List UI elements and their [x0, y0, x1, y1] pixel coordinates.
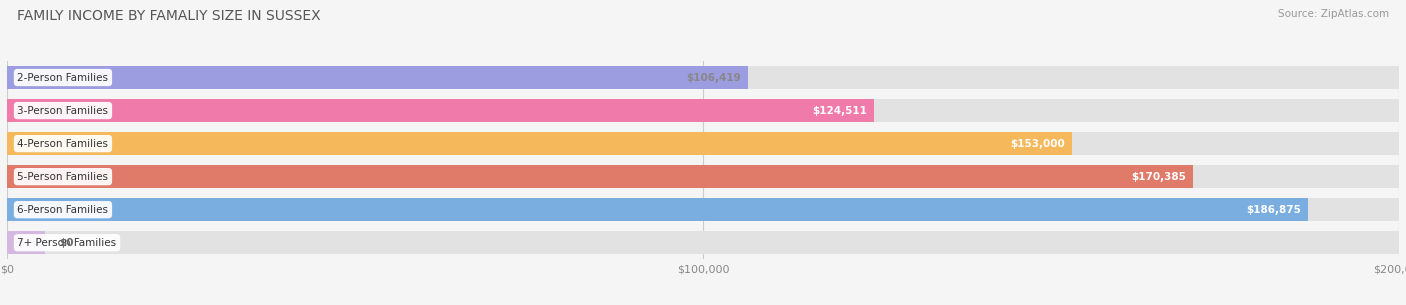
Text: 4-Person Families: 4-Person Families [17, 138, 108, 149]
Text: 2-Person Families: 2-Person Families [17, 73, 108, 83]
Text: 7+ Person Families: 7+ Person Families [17, 238, 117, 248]
Bar [7, 99, 873, 122]
Bar [7, 199, 1399, 221]
Bar [7, 165, 1399, 188]
Bar [7, 99, 1399, 122]
Text: FAMILY INCOME BY FAMALIY SIZE IN SUSSEX: FAMILY INCOME BY FAMALIY SIZE IN SUSSEX [17, 9, 321, 23]
Bar [7, 165, 1192, 188]
Text: $0: $0 [59, 238, 73, 248]
Text: 6-Person Families: 6-Person Families [17, 205, 108, 215]
Bar [7, 132, 1399, 155]
Text: $170,385: $170,385 [1130, 172, 1185, 182]
Bar [7, 231, 1399, 254]
Bar [7, 132, 1071, 155]
Text: 3-Person Families: 3-Person Families [17, 106, 108, 116]
Text: $106,419: $106,419 [686, 73, 741, 83]
Text: 5-Person Families: 5-Person Families [17, 172, 108, 182]
Text: $124,511: $124,511 [811, 106, 866, 116]
Bar [7, 199, 1308, 221]
Text: $186,875: $186,875 [1246, 205, 1301, 215]
Text: Source: ZipAtlas.com: Source: ZipAtlas.com [1278, 9, 1389, 19]
Bar [7, 66, 1399, 89]
Bar [7, 66, 748, 89]
Bar [7, 231, 45, 254]
Text: $153,000: $153,000 [1010, 138, 1064, 149]
